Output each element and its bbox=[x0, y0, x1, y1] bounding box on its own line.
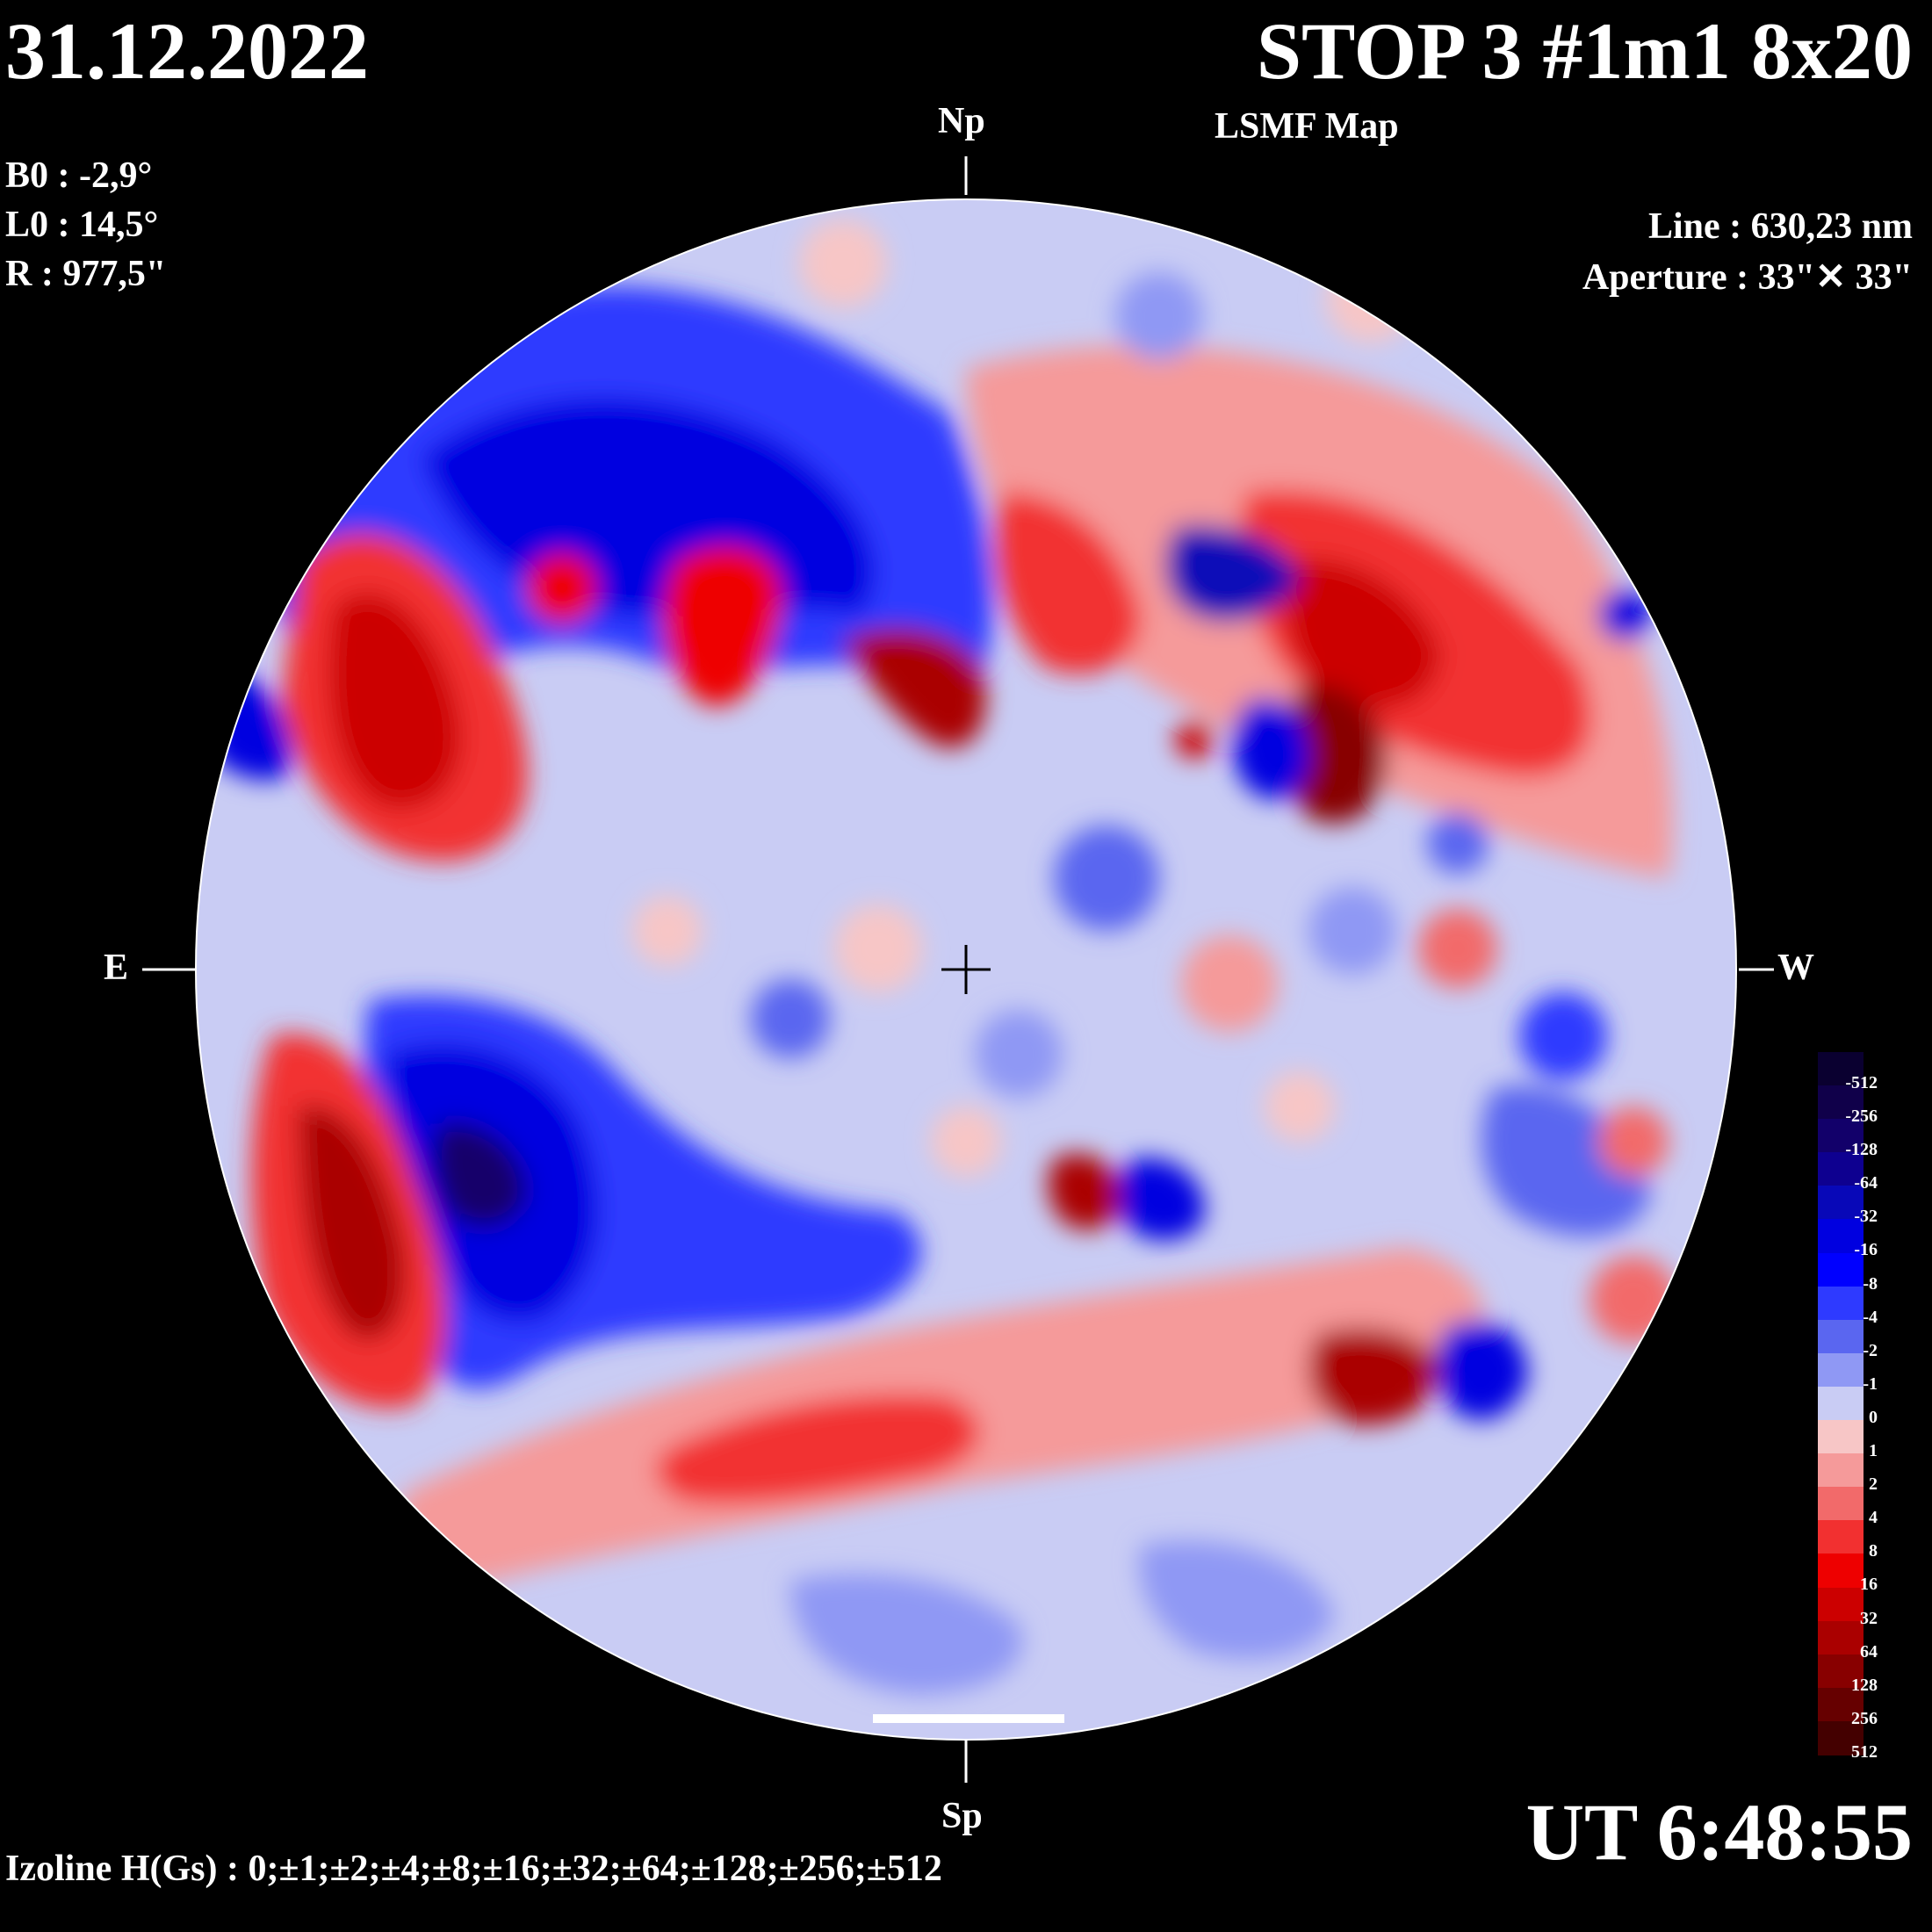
aperture: Aperture : 33"✕ 33" bbox=[1582, 257, 1913, 298]
param-radius: R : 977,5" bbox=[5, 254, 167, 294]
legend-swatch bbox=[1818, 1352, 1864, 1388]
legend-label: 8 bbox=[1869, 1541, 1878, 1561]
legend-swatch bbox=[1818, 1687, 1864, 1722]
legend-swatch bbox=[1818, 1520, 1864, 1555]
legend-label: -4 bbox=[1863, 1307, 1878, 1327]
color-scale-legend: -512 -256 -128 -64 -32 -16 -8 -4 -2 -1 0 1 2 4 8 16 32 64… bbox=[1818, 1052, 1878, 1762]
legend-label: 64 bbox=[1860, 1641, 1878, 1662]
legend-swatch bbox=[1818, 1620, 1864, 1655]
legend-label: -256 bbox=[1845, 1107, 1878, 1127]
legend-swatch bbox=[1818, 1252, 1864, 1287]
param-b0: B0 : -2,9° bbox=[5, 155, 153, 196]
legend-swatch bbox=[1818, 1219, 1864, 1254]
map-type: LSMF Map bbox=[1215, 106, 1399, 147]
ut-time: UT 6:48:55 bbox=[1525, 1787, 1913, 1877]
legend-swatch bbox=[1818, 1085, 1864, 1121]
legend-label: -128 bbox=[1845, 1140, 1878, 1160]
legend-swatch bbox=[1818, 1554, 1864, 1589]
spectral-line: Line : 630,23 nm bbox=[1647, 206, 1913, 247]
legend-label: 4 bbox=[1869, 1508, 1878, 1528]
legend-swatch bbox=[1818, 1420, 1864, 1455]
legend-swatch bbox=[1818, 1119, 1864, 1154]
legend-swatch bbox=[1818, 1720, 1864, 1755]
legend-label: -64 bbox=[1854, 1173, 1878, 1193]
legend-swatch bbox=[1818, 1052, 1864, 1087]
legend-swatch bbox=[1818, 1386, 1864, 1422]
izoline-levels: Izoline H(Gs) : 0;±1;±2;±4;±8;±16;±32;±6… bbox=[5, 1849, 942, 1889]
north-pole-label: Np bbox=[938, 101, 985, 141]
legend-label: -8 bbox=[1863, 1273, 1878, 1294]
legend-label: -32 bbox=[1854, 1207, 1878, 1227]
legend-label: -16 bbox=[1854, 1240, 1878, 1260]
legend-label: 16 bbox=[1860, 1575, 1878, 1595]
east-label: E bbox=[104, 948, 129, 988]
legend-swatch bbox=[1818, 1319, 1864, 1354]
legend-label: 2 bbox=[1869, 1474, 1878, 1495]
axis-ticks bbox=[142, 156, 1774, 1783]
center-crosshair bbox=[941, 945, 991, 994]
legend-swatch bbox=[1818, 1286, 1864, 1321]
legend-label: 256 bbox=[1851, 1708, 1878, 1728]
legend-label: 32 bbox=[1860, 1608, 1878, 1628]
legend-label: 0 bbox=[1869, 1407, 1878, 1427]
legend-label: -1 bbox=[1863, 1373, 1878, 1394]
legend-label: -2 bbox=[1863, 1340, 1878, 1360]
legend-swatch bbox=[1818, 1654, 1864, 1689]
legend-label: -512 bbox=[1845, 1073, 1878, 1092]
legend-swatch bbox=[1818, 1587, 1864, 1622]
west-label: W bbox=[1777, 948, 1814, 988]
legend-swatch bbox=[1818, 1152, 1864, 1187]
legend-label: 1 bbox=[1869, 1441, 1878, 1461]
legend-label: 128 bbox=[1851, 1675, 1878, 1695]
south-limb-mark bbox=[873, 1714, 1064, 1723]
legend-swatch bbox=[1818, 1453, 1864, 1489]
instrument-title: STOP 3 #1m1 8x20 bbox=[1256, 6, 1913, 96]
legend-swatch bbox=[1818, 1487, 1864, 1522]
observation-date: 31.12.2022 bbox=[5, 6, 369, 96]
legend-swatch bbox=[1818, 1186, 1864, 1221]
legend-label: 512 bbox=[1851, 1741, 1878, 1762]
param-l0: L0 : 14,5° bbox=[5, 205, 159, 245]
south-pole-label: Sp bbox=[941, 1796, 983, 1836]
